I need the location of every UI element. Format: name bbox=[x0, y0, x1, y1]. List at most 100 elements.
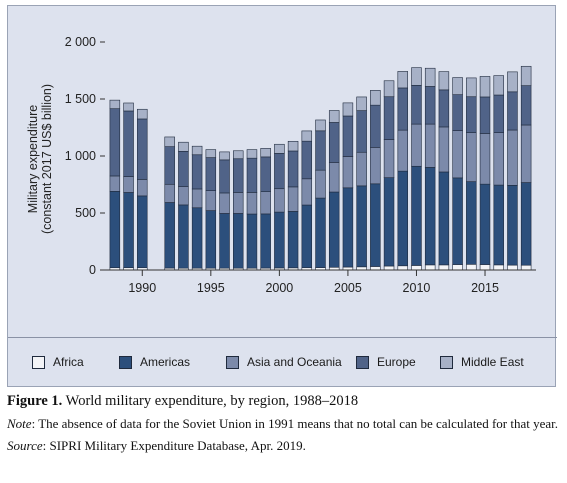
bar-segment bbox=[123, 192, 134, 269]
bar-segment bbox=[137, 108, 148, 120]
legend-item-americas: Americas bbox=[119, 355, 190, 369]
bar-segment bbox=[164, 146, 175, 185]
y-tick-label: 2 000 bbox=[65, 35, 96, 49]
x-tick-label: 2005 bbox=[334, 281, 362, 295]
bar-segment bbox=[507, 91, 518, 131]
bar-segment bbox=[287, 186, 299, 212]
bar-segment bbox=[205, 190, 217, 211]
bar-segment bbox=[424, 167, 436, 266]
legend-label-africa: Africa bbox=[53, 355, 84, 369]
bar-segment bbox=[301, 204, 313, 269]
legend-item-europe: Europe bbox=[356, 355, 416, 369]
x-axis: 1990 1995 2000 2005 2010 2015 bbox=[128, 270, 499, 295]
bar-segment bbox=[424, 67, 436, 87]
bar-segment bbox=[164, 183, 175, 203]
bar-segment bbox=[452, 130, 463, 179]
bar-segment bbox=[411, 67, 422, 86]
bar-segment bbox=[219, 159, 230, 194]
legend: Africa Americas Asia and Oceania Europe … bbox=[8, 337, 557, 385]
bar-segment bbox=[123, 102, 134, 112]
bar-segment bbox=[520, 124, 532, 183]
bar-segment bbox=[383, 139, 395, 178]
legend-item-asia-oceania: Asia and Oceania bbox=[226, 355, 342, 369]
bar-segment bbox=[507, 264, 518, 271]
bar-segment bbox=[328, 162, 340, 193]
x-tick-label: 1995 bbox=[197, 281, 225, 295]
bar-segment bbox=[397, 71, 408, 89]
bar-segment bbox=[164, 202, 175, 269]
x-tick-label: 2015 bbox=[471, 281, 499, 295]
bar-segment bbox=[342, 156, 354, 189]
bar-segment bbox=[520, 182, 532, 266]
bar-segment bbox=[356, 96, 367, 111]
bar-segment bbox=[411, 123, 422, 167]
bar-segment bbox=[438, 171, 450, 266]
y-tick-label: 500 bbox=[75, 206, 96, 220]
bar-segment bbox=[356, 110, 367, 153]
bar-segment bbox=[287, 140, 299, 152]
bar-segment bbox=[479, 133, 491, 185]
bar-segment bbox=[164, 136, 175, 147]
bar-segment bbox=[219, 151, 230, 161]
bar-segment bbox=[424, 123, 436, 168]
bar-segment bbox=[383, 96, 395, 140]
bar-segment bbox=[342, 187, 354, 268]
x-tick-label: 2010 bbox=[403, 281, 431, 295]
bar-segment bbox=[370, 183, 381, 267]
caption-source-label: Source bbox=[7, 437, 43, 453]
bar-segment bbox=[493, 132, 504, 186]
legend-label-middle-east: Middle East bbox=[461, 355, 524, 369]
bar-segment bbox=[137, 118, 148, 180]
bar-segment bbox=[493, 184, 504, 266]
bar-segment bbox=[466, 263, 477, 271]
bar-segment bbox=[452, 264, 463, 271]
bar-segment bbox=[397, 265, 408, 271]
bar-segment bbox=[233, 192, 244, 214]
bar-segment bbox=[246, 213, 258, 269]
bar-segment bbox=[479, 183, 491, 265]
bar-segment bbox=[424, 86, 436, 125]
bars bbox=[109, 65, 532, 271]
y-axis-label: Military expenditure bbox=[26, 105, 40, 213]
bar-segment bbox=[466, 132, 477, 182]
y-tick-label: 1 500 bbox=[65, 92, 96, 106]
bar-segment bbox=[219, 192, 230, 214]
bar-segment bbox=[383, 265, 395, 271]
legend-item-middle-east: Middle East bbox=[440, 355, 524, 369]
bar-segment bbox=[123, 110, 134, 177]
bar-segment bbox=[507, 71, 518, 93]
bar-segment bbox=[301, 140, 313, 180]
bar-segment bbox=[370, 147, 381, 185]
bar-segment bbox=[342, 102, 354, 117]
bar-segment bbox=[520, 264, 532, 271]
bar-segment bbox=[438, 126, 450, 173]
bar-segment bbox=[191, 145, 203, 156]
bar-segment bbox=[233, 213, 244, 269]
bar-segment bbox=[479, 76, 491, 98]
bar-segment bbox=[274, 211, 285, 269]
bar-segment bbox=[137, 195, 148, 269]
bar-segment bbox=[260, 213, 271, 269]
bar-segment bbox=[383, 177, 395, 267]
bar-segment bbox=[370, 104, 381, 148]
bar-segment bbox=[356, 151, 367, 187]
bar-segment bbox=[123, 176, 134, 193]
caption-note: Note: The absence of data for the Soviet… bbox=[7, 415, 559, 433]
caption-source-text: : SIPRI Military Expenditure Database, A… bbox=[42, 437, 306, 453]
bar-segment bbox=[507, 129, 518, 186]
bar-segment bbox=[315, 169, 326, 199]
bar-segment bbox=[205, 149, 217, 158]
bar-segment bbox=[109, 191, 121, 269]
bar-segment bbox=[438, 89, 450, 128]
bar-segment bbox=[452, 77, 463, 95]
bar-segment bbox=[287, 150, 299, 188]
y-tick-label: 0 bbox=[89, 263, 96, 277]
bar-segment bbox=[137, 179, 148, 197]
bar-segment bbox=[397, 129, 408, 172]
bar-segment bbox=[438, 264, 450, 271]
bar-segment bbox=[479, 96, 491, 134]
bar-segment bbox=[315, 197, 326, 268]
y-axis-label-unit: (constant 2017 US$ billion) bbox=[40, 84, 54, 234]
bar-segment bbox=[328, 191, 340, 268]
bar-segment bbox=[397, 170, 408, 267]
